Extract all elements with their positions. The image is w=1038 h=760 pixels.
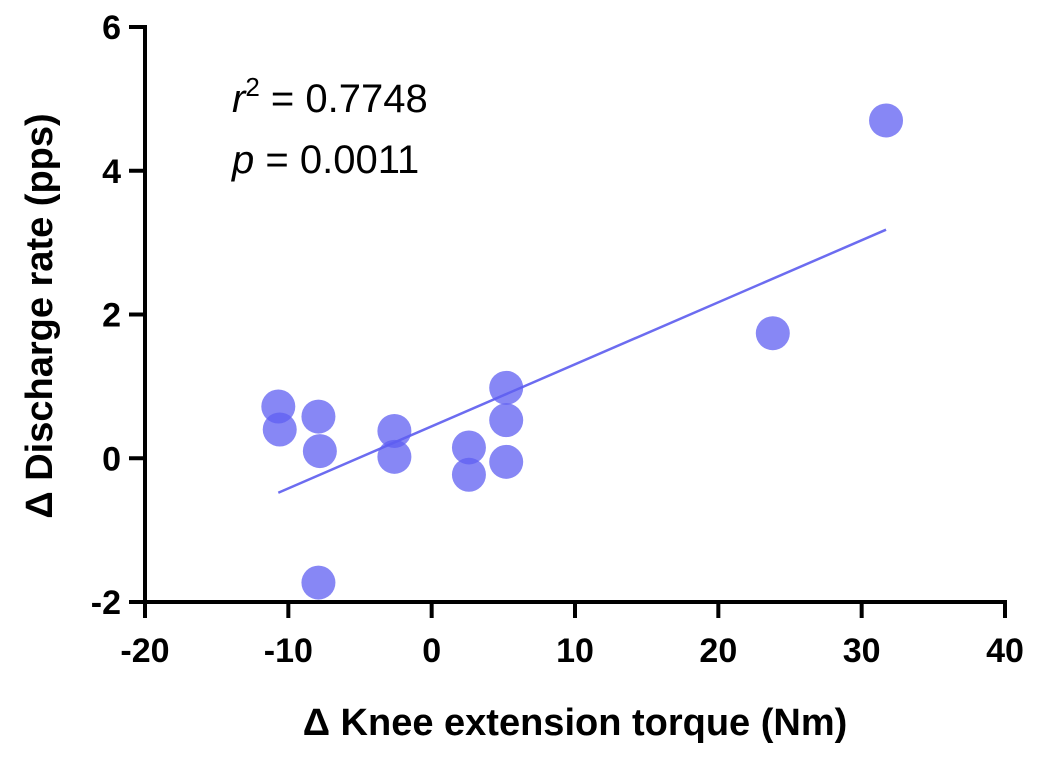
x-axis-title: Δ Knee extension torque (Nm) [303, 702, 848, 744]
y-ticks: -2 0 2 4 6 [91, 9, 145, 622]
data-point [489, 370, 524, 405]
data-point [489, 403, 524, 438]
p-value-annotation: p = 0.0011 [231, 138, 419, 182]
regression-line [277, 228, 887, 494]
data-point [262, 412, 297, 447]
r-squared-value: = 0.7748 [260, 77, 428, 121]
x-tick-label: 30 [843, 632, 881, 670]
data-point [451, 457, 486, 492]
x-tick-label: -20 [120, 632, 169, 670]
p-value: = 0.0011 [254, 138, 419, 182]
y-axis-title: Δ Discharge rate (pps) [19, 113, 61, 518]
fit-line-layer [277, 228, 887, 494]
x-tick-label: 20 [699, 632, 737, 670]
y-tick-label: 4 [102, 153, 121, 191]
data-point [301, 565, 336, 600]
y-tick-label: -2 [91, 584, 121, 622]
data-points [261, 103, 904, 600]
p-symbol: p [231, 138, 254, 182]
x-axis: -20 -10 0 10 20 30 40 [120, 600, 1024, 670]
data-point [489, 444, 524, 479]
y-tick-label: 0 [102, 440, 121, 478]
r-squared-annotation: r2 = 0.7748 [232, 72, 428, 121]
data-point [302, 434, 337, 469]
data-point [301, 399, 336, 434]
r-symbol: r [232, 77, 247, 121]
data-point [755, 316, 790, 351]
data-point [377, 413, 412, 448]
r-exponent: 2 [245, 72, 259, 102]
data-point [377, 439, 412, 474]
data-point [451, 430, 486, 465]
x-tick-label: 40 [986, 632, 1024, 670]
y-tick-label: 2 [102, 297, 121, 335]
data-point [869, 103, 904, 138]
x-tick-label: 10 [556, 632, 594, 670]
x-ticks: -20 -10 0 10 20 30 40 [120, 602, 1024, 670]
x-tick-label: -10 [264, 632, 313, 670]
y-axis: -2 0 2 4 6 [91, 9, 147, 622]
y-tick-label: 6 [102, 9, 121, 47]
x-tick-label: 0 [422, 632, 441, 670]
